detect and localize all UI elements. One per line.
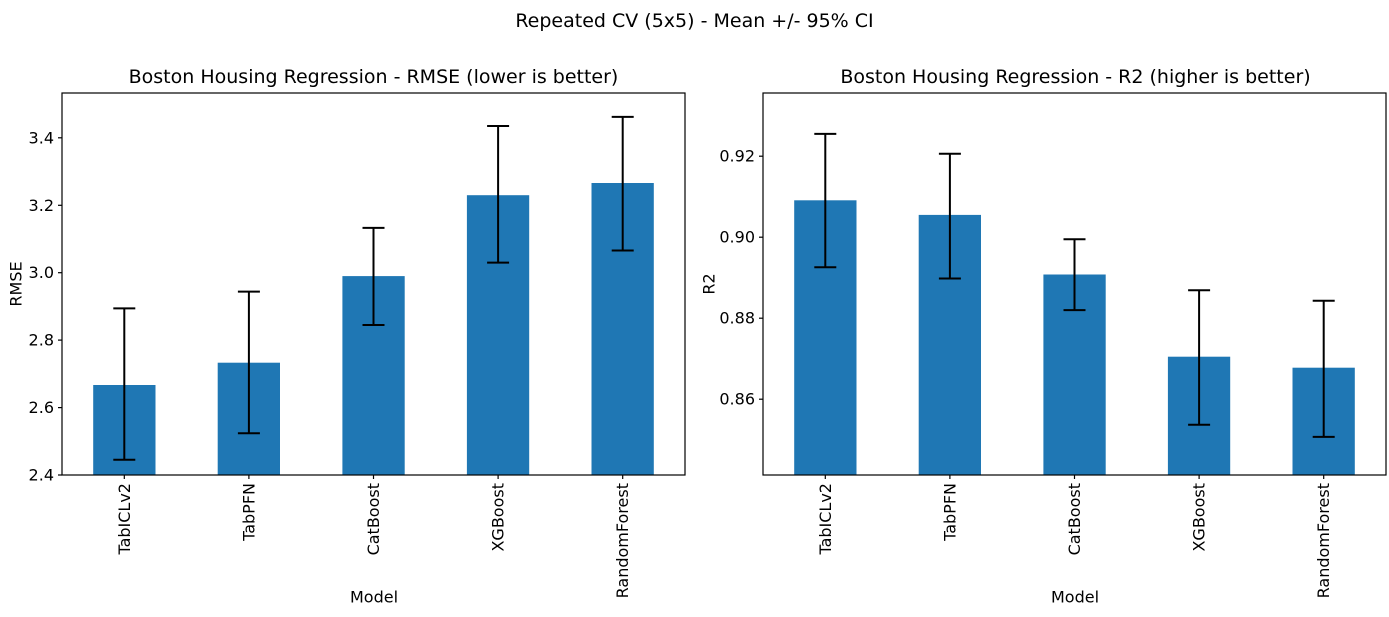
y-tick-label: 0.90 [719, 228, 755, 247]
figure-suptitle: Repeated CV (5x5) - Mean +/- 95% CI [515, 10, 874, 32]
x-axis-label-model-left: Model [349, 587, 399, 607]
y-axis-label-rmse: RMSE [6, 261, 26, 307]
x-tick-label: TabPFN [940, 483, 959, 542]
y-axis-label-r2: R2 [699, 273, 719, 295]
x-tick-label: RandomForest [1314, 483, 1333, 598]
x-tick-label: TabICLv2 [115, 483, 134, 556]
x-tick-label: TabICLv2 [816, 483, 835, 556]
y-tick-label: 3.2 [29, 196, 54, 215]
x-tick-label: XGBoost [489, 483, 508, 552]
x-tick-label: RandomForest [613, 483, 632, 598]
x-tick-label: TabPFN [239, 483, 258, 542]
y-tick-label: 0.92 [719, 147, 755, 166]
x-tick-label: CatBoost [1065, 483, 1084, 555]
x-tick-label: XGBoost [1190, 483, 1209, 552]
y-tick-label: 3.4 [29, 128, 54, 147]
x-axis-label-model-right: Model [1050, 587, 1100, 607]
x-tick-label: CatBoost [364, 483, 383, 555]
y-tick-label: 0.88 [719, 309, 755, 328]
y-tick-label: 2.8 [29, 331, 54, 350]
axes-border [61, 92, 686, 476]
chart-canvas-r2: TabICLv2 TabPFN CatBoost XGBoost RandomFores… [719, 92, 1387, 598]
chart-title-r2: Boston Housing Regression - R2 (higher i… [840, 66, 1311, 88]
chart-title-rmse: Boston Housing Regression - RMSE (lower … [128, 66, 619, 88]
axes-border [762, 92, 1387, 476]
y-tick-label: 2.4 [29, 466, 54, 485]
chart-canvas-rmse: TabICLv2 TabPFN CatBoost XGBoost RandomFores… [29, 92, 686, 598]
y-tick-label: 2.6 [29, 398, 54, 417]
y-tick-label: 3.0 [29, 263, 54, 282]
y-tick-label: 0.86 [719, 390, 755, 409]
